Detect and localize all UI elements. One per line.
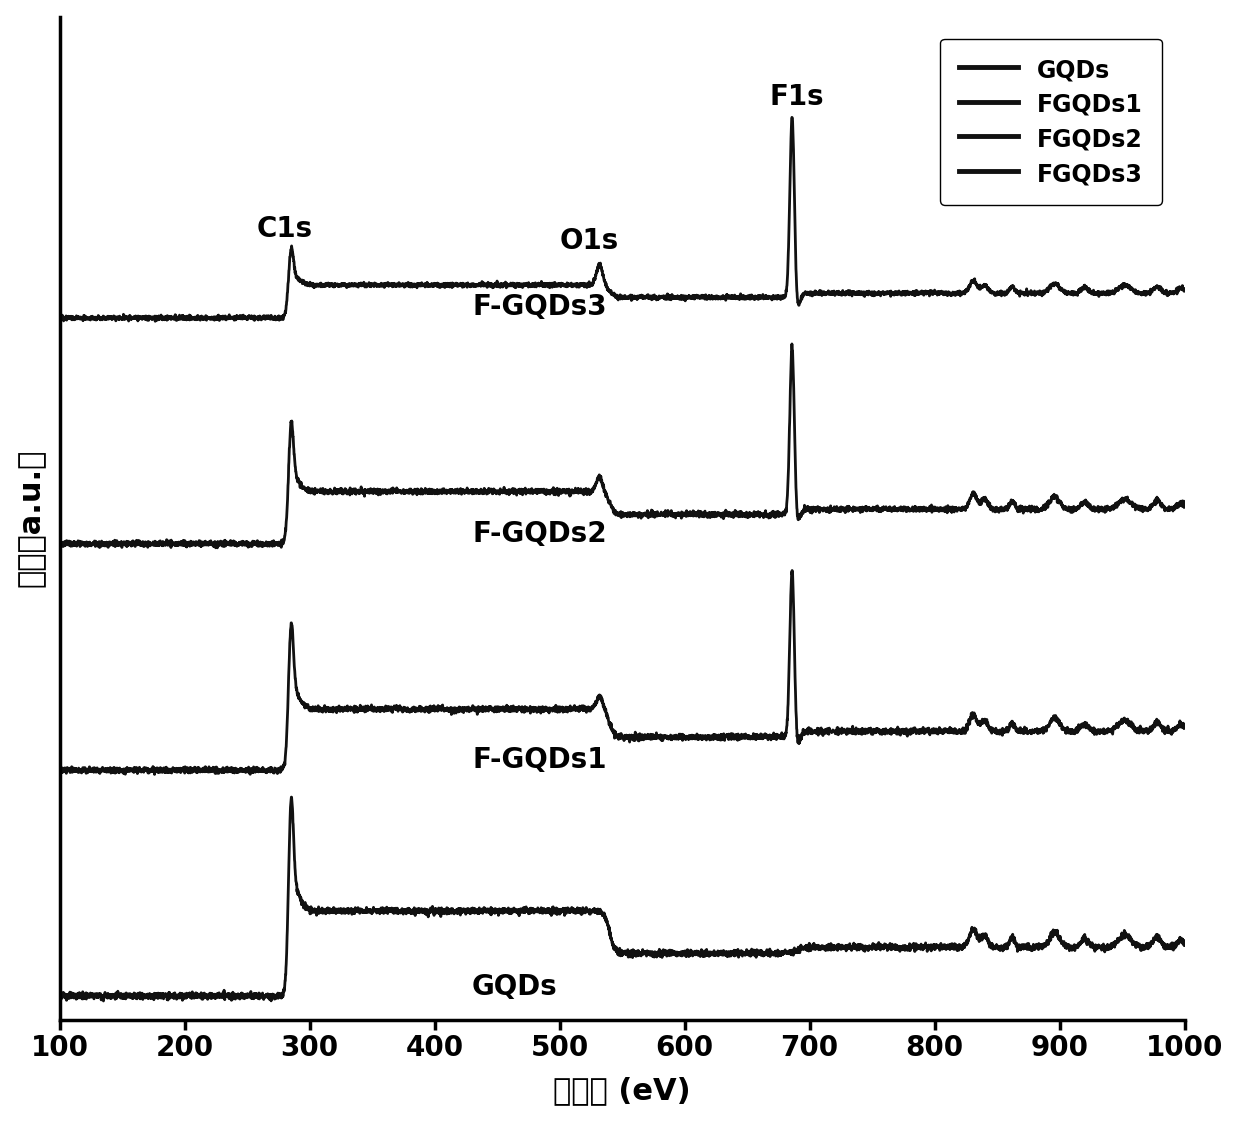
FGQDs2 [52,539,67,552]
FGQDs1 [727,728,742,742]
FGQDs2 [257,536,272,550]
FGQDs2 [727,507,742,521]
GQDs [784,945,799,958]
Text: F-GQDs3: F-GQDs3 [472,293,606,321]
FGQDs2 [785,338,800,351]
FGQDs3 [727,291,742,304]
FGQDs2 [210,541,224,554]
FGQDs2 [482,484,497,497]
Y-axis label: 强度（a.u.）: 强度（a.u.） [16,449,46,588]
FGQDs2 [1177,499,1192,513]
FGQDs1 [977,715,992,728]
X-axis label: 结合能 (eV): 结合能 (eV) [553,1076,691,1105]
GQDs [1177,938,1192,951]
FGQDs1 [785,563,800,577]
GQDs [892,941,906,955]
FGQDs1 [482,701,497,715]
FGQDs3 [892,285,906,298]
FGQDs1 [52,763,67,776]
FGQDs3 [52,310,67,323]
Line: FGQDs1: FGQDs1 [60,570,1184,774]
Text: F-GQDs1: F-GQDs1 [472,746,606,774]
GQDs [482,903,497,917]
FGQDs2 [784,346,799,359]
Text: F-GQDs2: F-GQDs2 [472,519,606,548]
Text: O1s: O1s [559,227,619,255]
FGQDs3 [784,118,799,131]
FGQDs2 [977,491,992,505]
FGQDs2 [892,503,906,516]
GQDs [257,988,272,1002]
GQDs [52,991,67,1004]
Legend: GQDs, FGQDs1, FGQDs2, FGQDs3: GQDs, FGQDs1, FGQDs2, FGQDs3 [940,38,1162,205]
FGQDs1 [892,726,906,739]
GQDs [977,929,992,942]
GQDs [284,790,299,803]
GQDs [728,947,743,960]
Line: FGQDs2: FGQDs2 [60,344,1184,548]
FGQDs3 [785,111,800,125]
Text: C1s: C1s [257,214,314,242]
Text: F1s: F1s [770,83,825,111]
Line: GQDs: GQDs [60,797,1184,1001]
FGQDs3 [148,314,162,328]
FGQDs1 [148,767,162,781]
GQDs [95,994,110,1008]
FGQDs1 [257,764,272,778]
FGQDs3 [977,278,992,292]
FGQDs3 [482,277,497,291]
FGQDs3 [1177,283,1192,296]
FGQDs1 [1177,719,1192,733]
Line: FGQDs3: FGQDs3 [60,118,1184,321]
FGQDs1 [784,567,799,580]
Text: GQDs: GQDs [472,973,558,1001]
FGQDs3 [257,310,272,323]
